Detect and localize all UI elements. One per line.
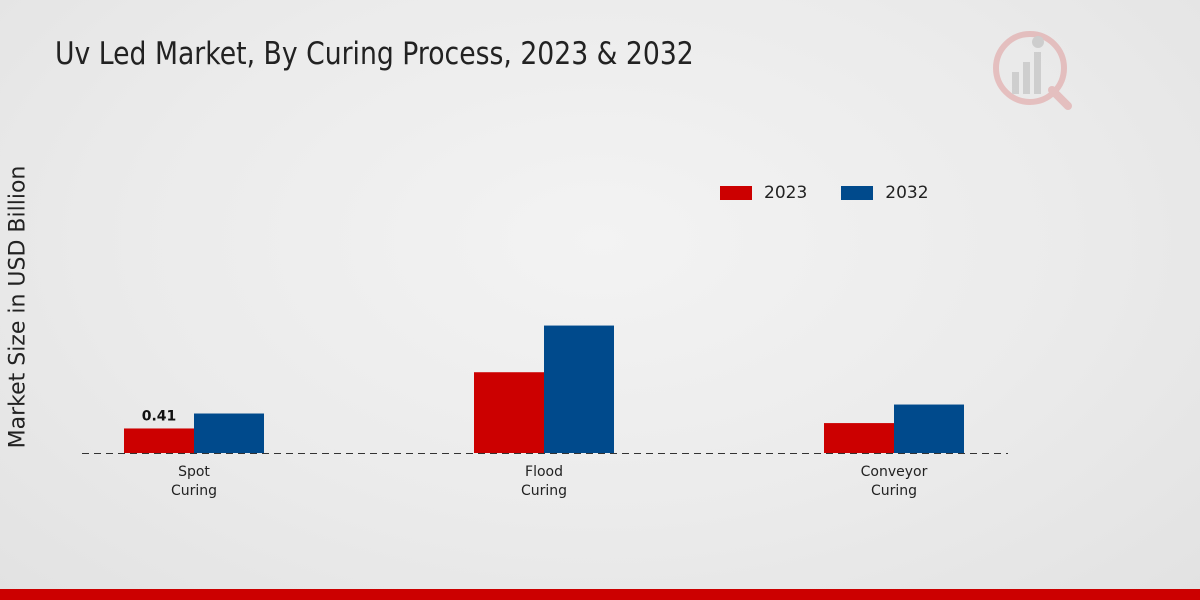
legend: 2023 2032 bbox=[720, 183, 929, 203]
legend-swatch-2032 bbox=[841, 186, 874, 200]
bar-2023-spot-curing bbox=[124, 428, 194, 453]
bar-2023-flood-curing bbox=[474, 372, 544, 453]
legend-item-2032: 2032 bbox=[841, 183, 929, 203]
legend-label-2023: 2023 bbox=[764, 183, 808, 203]
bar-2032-conveyor-curing bbox=[894, 404, 964, 453]
x-tick-label-spot-curing: Spot Curing bbox=[171, 464, 217, 499]
market-research-logo-icon bbox=[993, 31, 1072, 110]
footer-bar bbox=[0, 589, 1200, 600]
legend-swatch-2023 bbox=[720, 186, 752, 200]
bar-2032-flood-curing bbox=[544, 325, 614, 453]
chart-title: Uv Led Market, By Curing Process, 2023 &… bbox=[55, 36, 694, 72]
data-label: 0.41 bbox=[142, 408, 177, 424]
x-tick-label-flood-curing: Flood Curing bbox=[521, 464, 567, 499]
x-tick-label-conveyor-curing: Conveyor Curing bbox=[861, 464, 928, 499]
bar-2032-spot-curing bbox=[194, 413, 264, 453]
bar-2023-conveyor-curing bbox=[824, 423, 894, 453]
legend-item-2023: 2023 bbox=[720, 183, 807, 203]
legend-label-2032: 2032 bbox=[885, 183, 929, 203]
